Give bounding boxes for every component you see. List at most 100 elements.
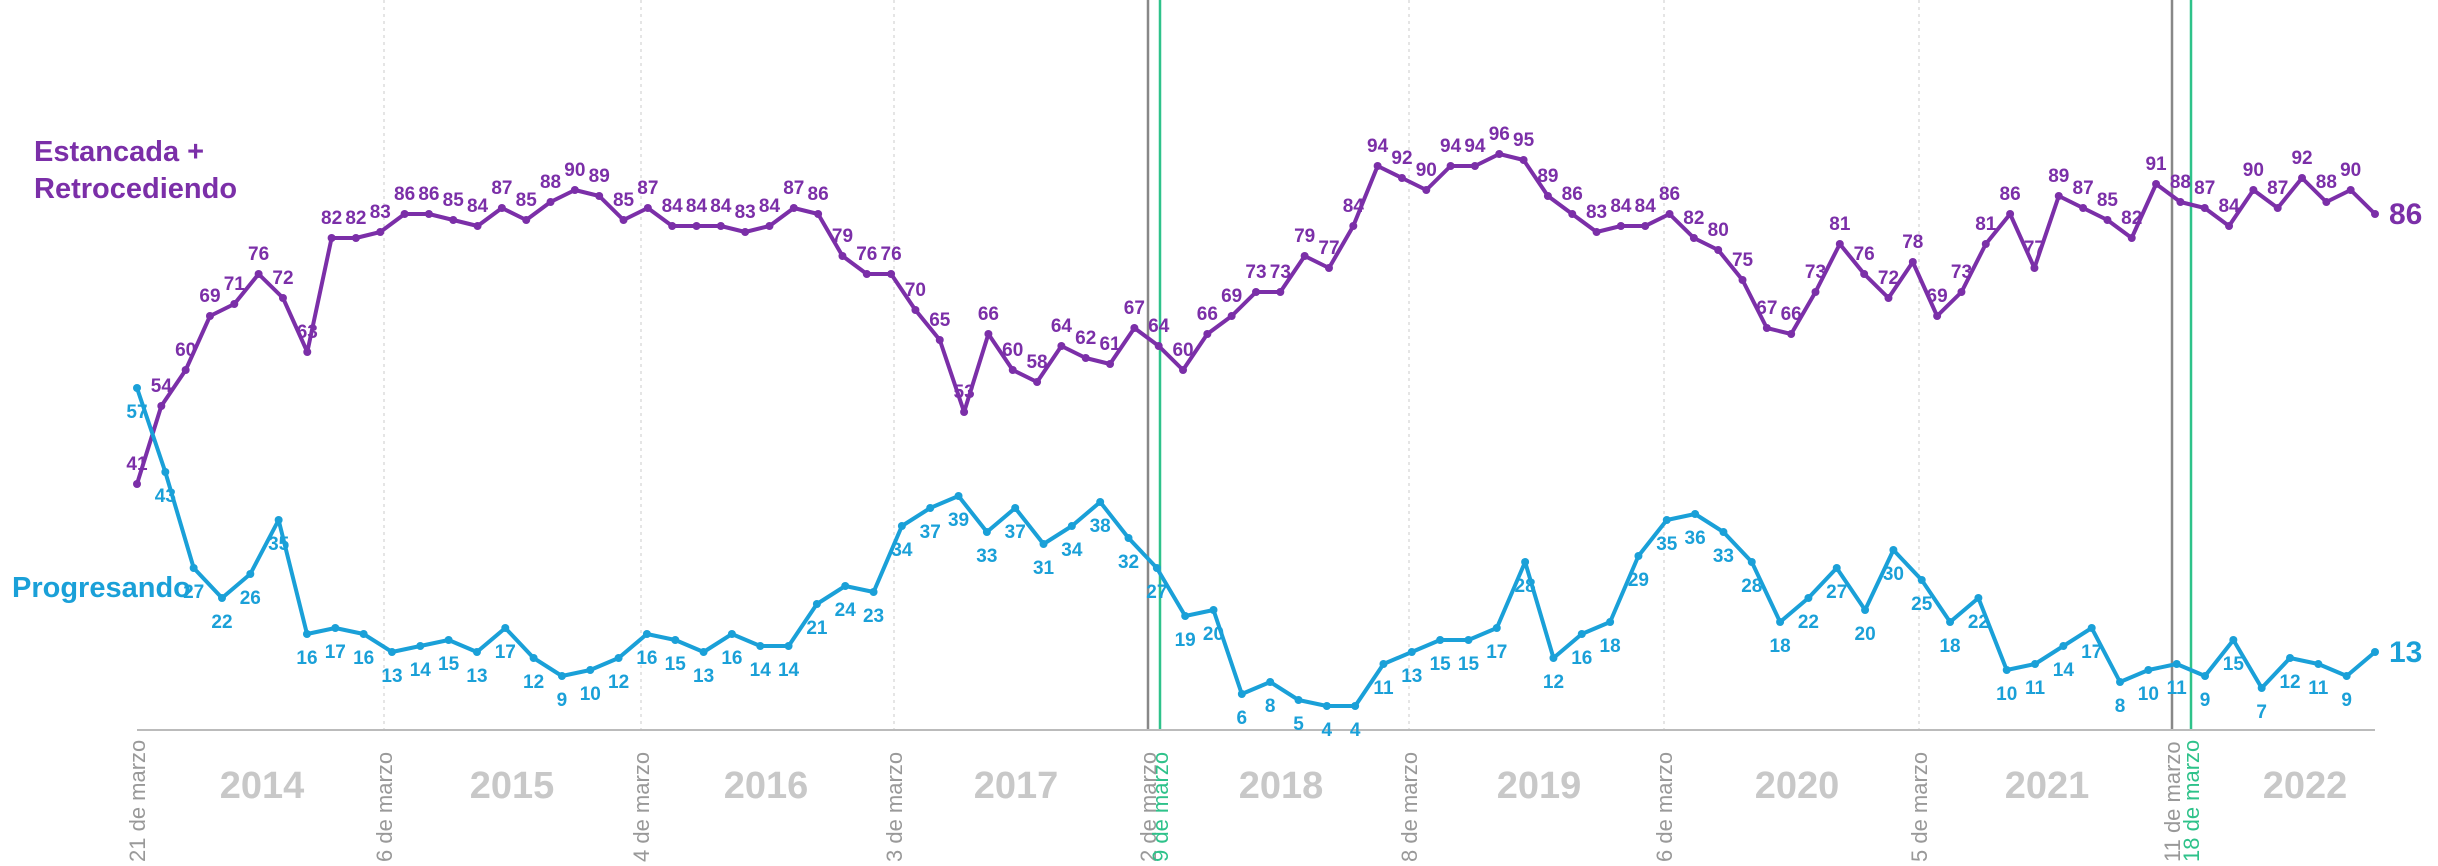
point [671,636,680,644]
point [960,408,969,416]
period-label: 2021 [2005,765,2090,807]
point [278,294,287,302]
point [1691,510,1700,518]
data-label: 83 [735,202,756,223]
data-label: 65 [929,310,951,331]
point [2176,198,2185,206]
point [2201,672,2210,680]
point [1436,636,1445,644]
point [2371,648,2379,656]
point [246,570,255,578]
data-label: 13 [381,666,402,687]
point [359,630,368,638]
data-label: 36 [1685,528,1706,549]
point [614,654,623,662]
data-label: 80 [1708,220,1729,241]
data-label: 20 [1203,624,1224,645]
point [1322,702,1331,710]
point [133,384,141,392]
point [1634,552,1643,560]
data-label: 94 [1464,136,1486,157]
point [911,306,920,314]
x-marker-label: 18 de marzo [2179,740,2204,862]
data-label: 14 [778,660,800,681]
data-label: 79 [832,226,853,247]
point [1662,516,1671,524]
x-marker-label: 5 de marzo [1907,752,1932,862]
data-label: 30 [1883,564,1904,585]
data-label: 84 [467,196,489,217]
point [2342,672,2351,680]
data-label: 58 [1026,352,1047,373]
point [1492,624,1501,632]
point [2103,216,2112,224]
point [416,642,425,650]
data-label: 86 [1659,184,1680,205]
data-label: 69 [199,286,220,307]
point [189,564,198,572]
data-label: 72 [272,268,293,289]
period-label: 2014 [220,765,305,807]
data-label: 18 [1770,636,1791,657]
data-label: 24 [835,600,857,621]
data-label: 90 [2243,160,2264,181]
point [1294,696,1303,704]
point [205,312,214,320]
data-label: 76 [1854,244,1875,265]
data-label: 83 [370,202,391,223]
x-marker-label: 6 de marzo [1652,752,1677,862]
data-label: 66 [1781,304,1802,325]
data-label: 8 [2115,696,2126,717]
data-label: 87 [2267,178,2288,199]
point [586,666,595,674]
data-label: 87 [2073,178,2094,199]
point [841,582,850,590]
point [1606,618,1615,626]
data-label: 54 [151,376,173,397]
point [1719,528,1728,536]
point [444,636,453,644]
point [2225,222,2234,230]
point [1057,342,1066,350]
point [954,492,963,500]
data-label: 18 [1939,636,1960,657]
point [1917,576,1926,584]
point [765,222,774,230]
data-label: 43 [155,486,176,507]
point [181,366,190,374]
data-label: 13 [693,666,714,687]
data-label: 26 [240,588,261,609]
point [789,204,798,212]
point [1124,534,1133,542]
data-label: 84 [1343,196,1365,217]
point [1577,630,1586,638]
x-marker-label: 11 de marzo [2160,741,2185,862]
point [1549,654,1558,662]
data-label: 60 [1002,340,1023,361]
point [230,300,239,308]
data-label: 17 [2081,642,2102,663]
point [1181,612,1190,620]
data-label: 84 [759,196,781,217]
data-label: 7 [2256,702,2267,723]
point [1592,228,1601,236]
point [2002,666,2011,674]
data-label: 39 [948,510,969,531]
data-label: 87 [783,178,804,199]
point [812,600,821,608]
data-label: 15 [1458,654,1480,675]
data-label: 33 [1713,546,1734,567]
data-label: 84 [1610,196,1632,217]
point [814,210,823,218]
point [1349,222,1358,230]
data-label: 53 [954,382,975,403]
point [2249,186,2258,194]
period-label: 2015 [470,765,555,807]
point [387,648,396,656]
data-label: 71 [224,274,246,295]
data-label: 89 [2048,166,2069,187]
point [1762,324,1771,332]
data-label: 84 [1635,196,1657,217]
data-label: 60 [1172,340,1193,361]
point [1714,246,1723,254]
